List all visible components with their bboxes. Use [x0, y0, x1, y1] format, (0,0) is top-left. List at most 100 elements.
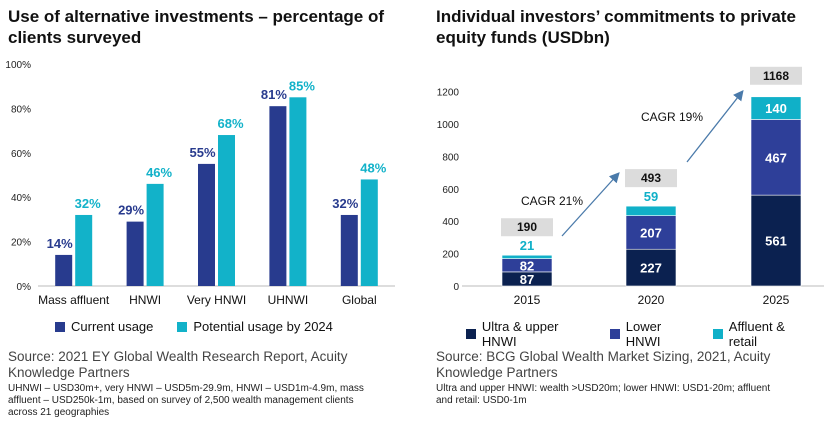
left-footnote: UHNWI – USD30m+, very HNWI – USD5m-29.9m… [8, 383, 364, 419]
cagr-arrow-2015-2020 [561, 172, 620, 237]
segment-label-lower-hnwi: 207 [640, 225, 662, 240]
y-tick-label: 1200 [437, 88, 460, 99]
left-title-line-1: Use of alternative investments – percent… [8, 7, 385, 26]
x-tick-label: 2020 [638, 293, 665, 307]
bar-current [198, 163, 215, 286]
segment-label-affluent-retail: 21 [520, 238, 534, 253]
y-tick-label: 20% [11, 238, 31, 249]
total-box [501, 218, 553, 237]
legend-label-lower: Lower HNWI [625, 319, 662, 349]
right-chart-title: Individual investors’ commitments to pri… [436, 6, 796, 48]
segment-lower-hnwi [750, 119, 802, 196]
legend-label-affluent: Affluent & retail [728, 319, 785, 349]
left-title-line-2: clients surveyed [8, 28, 142, 47]
y-tick-label: 60% [11, 149, 31, 160]
data-label-current: 14% [47, 236, 73, 251]
private-equity-panel: Individual investors’ commitments to pri… [432, 0, 830, 425]
data-label-current: 55% [189, 145, 215, 160]
legend-item-potential-usage: Potential usage by 2024 [177, 319, 333, 334]
segment-affluent-retail [501, 254, 553, 259]
legend-item-current-usage: Current usage [55, 319, 153, 334]
right-legend: Ultra & upper HNWI Lower HNWI Affluent &… [466, 319, 830, 349]
total-label: 190 [517, 220, 537, 234]
segment-affluent-retail [625, 205, 677, 216]
legend-swatch-ultra [466, 329, 476, 339]
cagr-annotation-2015-2020: CAGR 21% [521, 194, 583, 208]
right-source-line-1: Source: BCG Global Wealth Market Sizing,… [436, 349, 771, 364]
segment-label-ultra-upper: 561 [765, 234, 787, 249]
legend-swatch-current [55, 321, 65, 332]
right-note-line-2: and retail: USD0-1m [436, 395, 527, 406]
segment-affluent-retail [750, 96, 802, 120]
legend-item-lower-hnwi: Lower HNWI [609, 319, 699, 349]
segment-label-ultra-upper: 227 [640, 261, 662, 276]
segment-label-affluent-retail: 140 [765, 101, 787, 116]
data-label-potential: 46% [146, 165, 172, 180]
bar-current [269, 106, 287, 287]
left-note-line-1: UHNWI – USD30m+, very HNWI – USD5m-29.9m… [8, 383, 364, 394]
right-title-line-1: Individual investors’ commitments to pri… [436, 7, 796, 26]
data-label-current: 32% [332, 196, 358, 211]
y-tick-label: 600 [442, 185, 459, 196]
alternative-investments-chart: 0% 20% 40% 60% 80% 100% 14% 32% Mass affluent 29%… [5, 60, 395, 307]
y-tick-label: 40% [11, 193, 31, 204]
segment-label-affluent-retail: 59 [644, 189, 658, 204]
y-tick-label: 0 [453, 282, 459, 293]
y-tick-label: 0% [17, 282, 32, 293]
data-label-potential: 48% [360, 160, 386, 175]
x-tick-label: Mass affluent [38, 293, 110, 307]
alternative-investments-panel: Use of alternative investments – percent… [0, 0, 410, 425]
bar-current [126, 221, 144, 286]
total-box [625, 169, 677, 188]
right-title-line-2: equity funds (USDbn) [436, 28, 610, 47]
x-tick-label: 2025 [763, 293, 790, 307]
left-source-line-1: Source: 2021 EY Global Wealth Research R… [8, 349, 348, 364]
legend-swatch-lower [609, 329, 620, 339]
data-label-potential: 32% [75, 196, 101, 211]
segment-label-lower-hnwi: 82 [520, 258, 534, 273]
total-box [750, 66, 802, 85]
x-tick-label: 2015 [514, 293, 541, 307]
left-note-line-2: affluent – USD250k-1m, based on survey o… [8, 395, 354, 406]
total-label: 1168 [763, 69, 789, 83]
cagr-arrow-2020-2025 [686, 89, 744, 163]
segment-label-lower-hnwi: 467 [765, 150, 787, 165]
total-label: 493 [641, 171, 661, 185]
y-tick-label: 100% [5, 60, 31, 71]
right-footnote: Ultra and upper HNWI: wealth >USD20m; lo… [436, 383, 770, 407]
bar-potential [146, 183, 164, 286]
legend-swatch-potential [177, 321, 188, 332]
legend-item-affluent-retail: Affluent & retail [712, 319, 816, 349]
legend-item-ultra-upper-hnwi: Ultra & upper HNWI [466, 319, 596, 349]
cagr-annotation-2020-2025: CAGR 19% [641, 110, 703, 124]
bar-potential [360, 179, 378, 286]
left-chart-title: Use of alternative investments – percent… [8, 6, 384, 48]
legend-label-current: Current usage [71, 319, 154, 334]
left-source: Source: 2021 EY Global Wealth Research R… [8, 349, 347, 381]
x-tick-label: HNWI [129, 293, 161, 307]
data-label-potential: 68% [217, 116, 243, 131]
legend-label-ultra: Ultra & upper HNWI [481, 319, 559, 349]
legend-label-potential: Potential usage by 2024 [193, 319, 333, 334]
segment-label-ultra-upper: 87 [520, 272, 534, 287]
y-tick-label: 1000 [437, 120, 460, 131]
data-label-current: 81% [261, 87, 287, 102]
left-legend: Current usage Potential usage by 2024 [55, 319, 347, 334]
y-tick-label: 200 [442, 250, 459, 261]
y-tick-label: 80% [11, 104, 31, 115]
bar-current [340, 214, 358, 286]
x-tick-label: Global [342, 293, 377, 307]
data-label-current: 29% [118, 203, 144, 218]
y-tick-label: 400 [442, 217, 459, 228]
x-tick-label: Very HNWI [187, 293, 246, 307]
left-source-line-2: Knowledge Partners [8, 365, 130, 380]
right-source: Source: BCG Global Wealth Market Sizing,… [436, 349, 770, 381]
bar-current [55, 254, 73, 286]
bar-potential [75, 214, 93, 286]
left-note-line-3: across 21 geographies [8, 407, 110, 418]
right-note-line-1: Ultra and upper HNWI: wealth >USD20m; lo… [436, 383, 771, 394]
data-label-potential: 85% [289, 78, 315, 93]
bar-potential [218, 135, 235, 286]
right-source-line-2: Knowledge Partners [436, 365, 558, 380]
